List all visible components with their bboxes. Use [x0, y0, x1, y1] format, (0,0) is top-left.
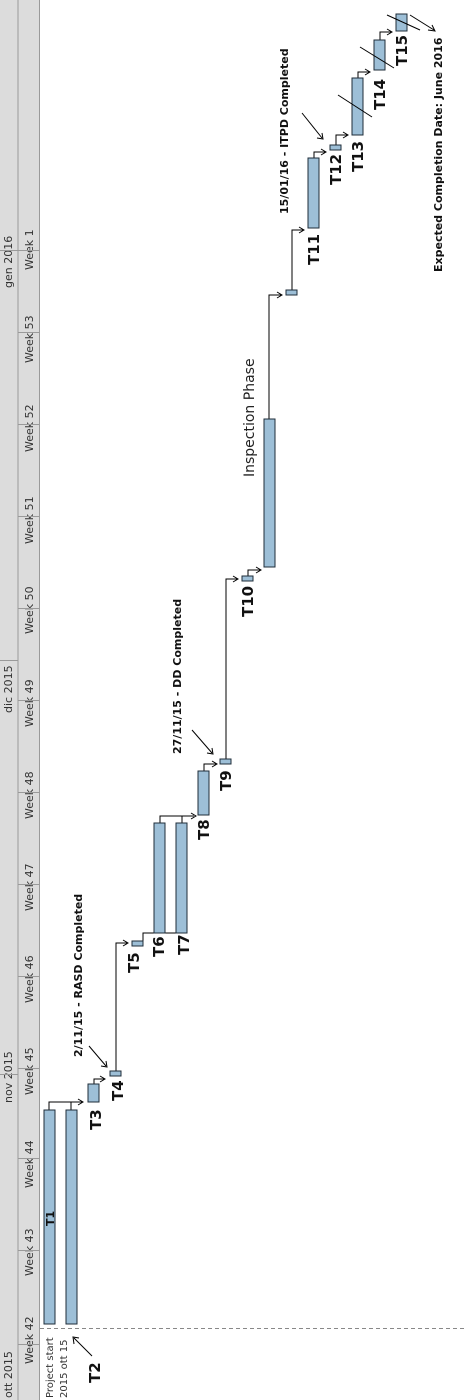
- project-start-label-line2: 2015 ott 15: [59, 1340, 70, 1399]
- label-t14: T14: [371, 79, 389, 110]
- week-label: Week 44: [23, 1140, 36, 1188]
- label-t11: T11: [305, 234, 323, 265]
- project-start-label-line1: Project start: [45, 1337, 56, 1398]
- bar-t14: [374, 40, 385, 70]
- connector-milestone-t11: [292, 230, 303, 290]
- label-t13: T13: [349, 141, 367, 172]
- dependency-connectors: [49, 29, 392, 1110]
- label-t1: T1: [44, 1211, 57, 1226]
- week-label: Week 51: [23, 496, 36, 544]
- connector-t1-t3: [49, 1102, 82, 1110]
- milestone-dd-arrow: [192, 730, 212, 753]
- month-label: dic 2015: [2, 665, 15, 713]
- label-inspection-phase: Inspection Phase: [242, 358, 258, 477]
- bar-t11: [308, 158, 319, 228]
- label-t10: T10: [239, 586, 257, 617]
- task-labels: T1 T2 T3 T4 T5 T6 T7 T8 T9 T10 Inspectio…: [44, 35, 411, 1383]
- milestone-itpd: 15/01/16 - ITPD Completed: [278, 48, 291, 214]
- expected-completion-arrow: [410, 15, 434, 30]
- bar-t2: [66, 1110, 77, 1324]
- week-label: Week 50: [23, 586, 36, 634]
- label-t5: T5: [125, 952, 143, 973]
- bar-t6: [154, 823, 165, 933]
- month-label: nov 2015: [2, 1051, 15, 1103]
- bar-t9: [220, 759, 231, 764]
- bar-inspection-phase: [264, 419, 275, 567]
- connector-t11-t12: [314, 152, 325, 158]
- label-t6: T6: [150, 936, 168, 957]
- label-t9: T9: [217, 770, 235, 791]
- week-label: Week 43: [23, 1228, 36, 1276]
- label-t8: T8: [195, 819, 213, 840]
- milestone-rasd: 2/11/15 - RASD Completed: [72, 894, 85, 1057]
- label-t2: T2: [86, 1362, 104, 1383]
- milestone-rasd-arrow: [89, 1046, 106, 1066]
- expected-completion: Expected Completion Date: June 2016: [432, 37, 445, 272]
- bar-t12: [330, 145, 341, 150]
- month-label: gen 2016: [2, 236, 15, 288]
- week-label: Week 1: [23, 229, 36, 270]
- week-label: Week 48: [23, 771, 36, 819]
- week-label: Week 46: [23, 955, 36, 1003]
- bar-t5: [132, 941, 143, 946]
- connector-t13-t14: [358, 72, 369, 78]
- bar-t7: [176, 823, 187, 933]
- week-label: Week 49: [23, 679, 36, 727]
- bar-milestone-jan: [286, 290, 297, 295]
- week-label: Week 42: [23, 1316, 36, 1364]
- connector-t10-inspection: [248, 570, 260, 576]
- bar-t15: [396, 14, 407, 31]
- milestone-dd: 27/11/15 - DD Completed: [171, 599, 184, 754]
- week-label: Week 47: [23, 863, 36, 911]
- connector-t8-t9: [204, 764, 216, 771]
- week-label: Week 45: [23, 1047, 36, 1095]
- week-label: Week 53: [23, 315, 36, 363]
- label-t7: T7: [175, 934, 193, 955]
- milestone-annotations: 2/11/15 - RASD Completed 27/11/15 - DD C…: [72, 15, 445, 1356]
- connector-inspection-milestone: [269, 295, 281, 419]
- bar-t13: [352, 78, 363, 135]
- bar-t8: [198, 771, 209, 815]
- t2-arrow: [74, 1338, 92, 1356]
- label-t12: T12: [327, 154, 345, 185]
- month-label: ott 2015: [2, 1351, 15, 1398]
- week-label: Week 52: [23, 404, 36, 452]
- milestone-itpd-arrow: [302, 113, 322, 138]
- label-t4: T4: [109, 1080, 127, 1101]
- bar-t10: [242, 576, 253, 581]
- label-t15: T15: [393, 35, 411, 66]
- connector-t3-t4: [94, 1079, 104, 1084]
- label-t3: T3: [87, 1109, 105, 1130]
- connector-t6-t8: [160, 816, 194, 823]
- connector-t9-t10: [226, 579, 237, 759]
- bar-t3: [88, 1084, 99, 1102]
- timeline-header: ott 2015 nov 2015 dic 2015 gen 2016 Week 42…: [0, 0, 40, 1400]
- bar-t4: [110, 1071, 121, 1076]
